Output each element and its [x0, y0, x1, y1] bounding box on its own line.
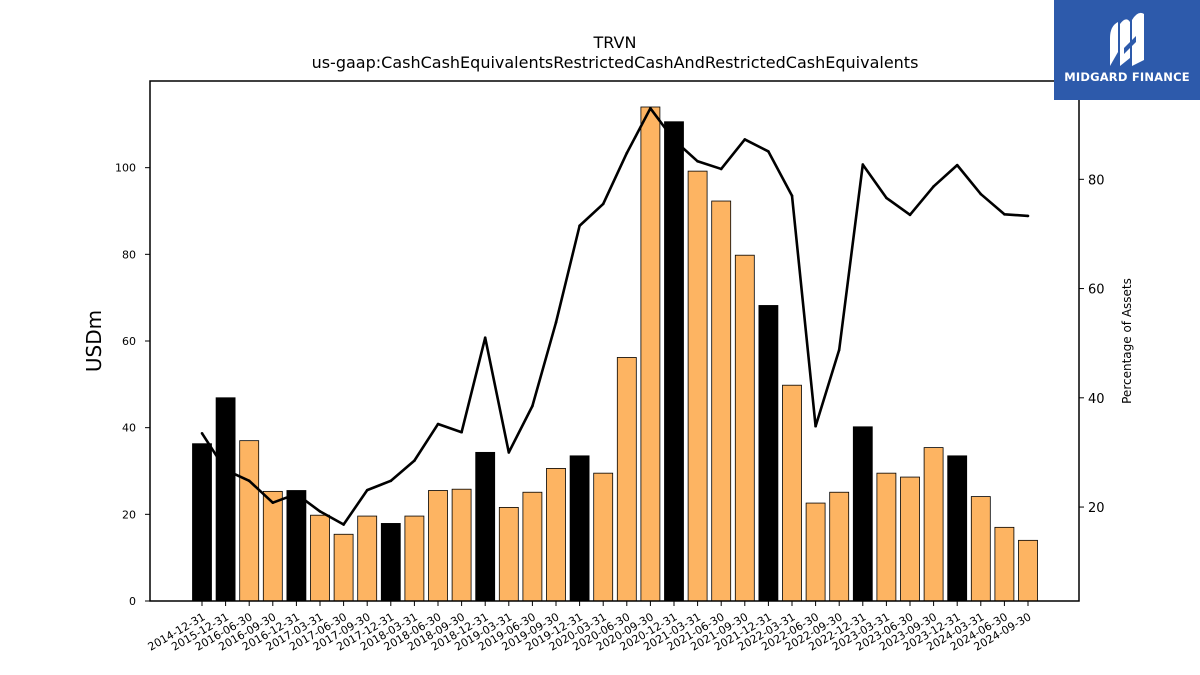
line-point-2019-03-31	[507, 451, 511, 454]
bar-2024-03-31	[970, 496, 991, 602]
bar-2017-03-31	[310, 514, 330, 602]
line-point-2021-03-31	[696, 159, 699, 163]
bar-2023-12-31	[947, 455, 968, 602]
bar-2018-03-31	[404, 515, 425, 602]
line-point-2017-09-30	[365, 488, 369, 492]
left-tick-label: 60	[122, 335, 136, 348]
line-point-2018-03-31	[413, 459, 416, 462]
line-point-2024-09-30	[1026, 214, 1030, 218]
bar-2022-06-30	[805, 502, 826, 602]
bar-2018-12-31	[475, 451, 496, 602]
bar-2016-12-31	[286, 490, 307, 602]
line-point-2020-06-30	[625, 151, 629, 155]
line-point-2020-03-31	[601, 202, 605, 206]
line-point-2019-12-31	[578, 224, 581, 228]
bar-2021-03-31	[687, 170, 708, 602]
y-axis-left: 0 20 40 60 80 100	[115, 162, 150, 608]
right-tick-label: 40	[1088, 392, 1105, 407]
left-tick-label: 40	[122, 422, 136, 435]
bar-2021-06-30	[711, 200, 732, 602]
bar-2022-03-31	[782, 384, 802, 602]
bar-2021-09-30	[734, 254, 755, 602]
bar-2019-06-30	[522, 491, 543, 602]
bar-2014-12-31	[192, 443, 212, 602]
line-point-2022-12-31	[861, 163, 865, 166]
midgard-m-icon	[1110, 12, 1144, 66]
y-axis-right: 20 40 60 80	[1079, 173, 1105, 516]
bar-2017-12-31	[380, 523, 401, 602]
line-point-2019-06-30	[531, 404, 534, 408]
left-tick-label: 20	[122, 508, 136, 521]
bar-2023-09-30	[923, 447, 944, 602]
line-point-2015-12-31	[224, 468, 227, 472]
line-point-2017-06-30	[342, 523, 345, 526]
line-point-2017-03-31	[318, 510, 322, 513]
line-point-2016-09-30	[271, 501, 275, 504]
line-point-2018-09-30	[460, 430, 463, 434]
line-point-2024-06-30	[1003, 212, 1006, 216]
bar-2017-09-30	[357, 515, 378, 602]
bar-2016-09-30	[262, 490, 283, 602]
chart-title: TRVN	[593, 33, 637, 52]
line-point-2022-06-30	[814, 424, 817, 428]
bar-2019-03-31	[498, 506, 519, 602]
right-tick-label: 80	[1088, 173, 1105, 188]
left-tick-label: 80	[122, 248, 136, 261]
percentage-line	[200, 107, 1029, 526]
y-axis-label-left: USDm	[82, 310, 106, 372]
bar-2018-09-30	[451, 488, 472, 602]
bar-2023-06-30	[900, 476, 920, 602]
y-axis-label-right: Percentage of Assets	[1120, 278, 1134, 404]
line-point-2014-12-31	[200, 432, 204, 435]
line-point-2023-03-31	[885, 196, 888, 200]
right-tick-label: 60	[1088, 283, 1105, 298]
line-point-2022-09-30	[837, 348, 841, 352]
bar-2020-03-31	[593, 472, 614, 602]
bar-2023-03-31	[876, 472, 897, 602]
left-tick-label: 100	[115, 162, 136, 175]
line-point-2021-09-30	[743, 138, 747, 141]
line-point-2021-12-31	[767, 150, 770, 153]
line-point-2016-06-30	[247, 479, 251, 483]
line-point-2024-03-31	[979, 192, 983, 196]
bar-2022-12-31	[852, 426, 873, 602]
bar-2022-09-30	[829, 491, 850, 602]
bar-2018-06-30	[428, 490, 448, 602]
line-point-2020-12-31	[672, 138, 676, 142]
midgard-finance-logo: MIDGARD FINANCE	[1054, 0, 1200, 100]
bar-2021-12-31	[758, 305, 779, 602]
line-point-2017-12-31	[389, 479, 393, 483]
bar-2020-09-30	[640, 106, 661, 602]
x-axis: 2014-12-312015-12-312016-06-302016-09-30…	[146, 601, 1034, 654]
bar-2019-12-31	[569, 455, 590, 602]
left-tick-label: 0	[129, 595, 136, 608]
line-point-2023-12-31	[955, 163, 959, 167]
line-point-2021-06-30	[719, 167, 723, 171]
line-point-2016-12-31	[295, 492, 298, 496]
bar-2019-09-30	[546, 467, 566, 602]
line-point-2023-06-30	[908, 213, 912, 217]
bar-2016-06-30	[239, 440, 260, 602]
right-tick-label: 20	[1088, 501, 1105, 516]
bar-2024-09-30	[1018, 539, 1038, 602]
bar-2017-06-30	[333, 533, 354, 602]
line-point-2022-03-31	[790, 194, 794, 198]
bar-2020-06-30	[616, 357, 637, 602]
bar-2024-06-30	[994, 526, 1015, 602]
line-point-2023-09-30	[932, 185, 935, 188]
line-series-layer	[200, 107, 1030, 526]
line-point-2018-12-31	[483, 336, 487, 340]
logo-text: MIDGARD FINANCE	[1064, 70, 1190, 84]
chart-subtitle: us-gaap:CashCashEquivalentsRestrictedCas…	[312, 53, 919, 72]
bar-series	[192, 106, 1038, 602]
bar-2015-12-31	[215, 397, 236, 602]
line-point-2019-09-30	[554, 321, 558, 324]
line-point-2018-06-30	[436, 422, 440, 426]
bar-2020-12-31	[664, 121, 684, 602]
line-point-2020-09-30	[649, 107, 652, 110]
